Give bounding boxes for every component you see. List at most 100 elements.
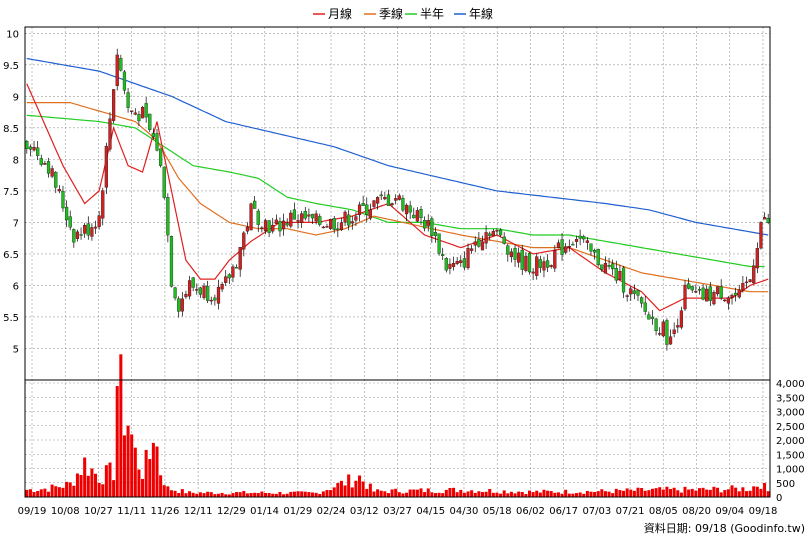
candle-up [705, 288, 709, 302]
volume-bar [578, 492, 582, 497]
grid-lines [25, 27, 770, 497]
price-tick-label: 8 [13, 155, 19, 166]
volume-bar [57, 487, 61, 497]
candle-up [574, 239, 579, 242]
price-tick-label: 6.5 [3, 250, 19, 261]
volume-bar [600, 489, 604, 497]
volume-bar [61, 487, 65, 497]
candle-down [582, 236, 586, 240]
candle-down [571, 244, 575, 246]
volume-bar [665, 486, 669, 497]
volume-bar [151, 442, 155, 497]
candle-down [213, 297, 217, 301]
volume-bar [101, 484, 105, 497]
volume-tick-label: 3,000 [776, 408, 805, 419]
volume-bar [701, 487, 705, 497]
date-tick-label: 08/20 [682, 506, 711, 517]
volume-bar [513, 493, 517, 497]
candle-down [647, 314, 651, 320]
candle-up [245, 226, 250, 232]
volume-bar [622, 490, 626, 497]
volume-bar [574, 493, 579, 497]
date-tick-label: 01/14 [250, 506, 279, 517]
volume-bar [708, 489, 712, 497]
volume-bar [292, 491, 296, 497]
candle-down [119, 58, 123, 71]
candle-up [712, 292, 716, 305]
volume-bar [661, 489, 665, 497]
candle-down [578, 235, 582, 239]
volume-bar [256, 493, 260, 497]
volume-panel-frame [24, 379, 771, 498]
candle-down [506, 245, 510, 255]
volume-bar [46, 491, 51, 497]
volume-bar [144, 449, 148, 497]
candle-down [303, 211, 307, 219]
candle-down [734, 292, 738, 296]
volume-bar [300, 491, 304, 497]
candle-up [202, 285, 206, 298]
date-tick-label: 09/18 [749, 506, 778, 517]
candle-down [408, 205, 412, 213]
volume-bar [198, 492, 202, 497]
volume-bar [690, 488, 694, 497]
volume-bar [86, 475, 90, 497]
volume-bar [669, 489, 673, 497]
candle-up [43, 163, 47, 165]
candle-up [737, 289, 741, 298]
date-tick-label: 06/02 [516, 506, 545, 517]
volume-bar [253, 492, 257, 497]
candle-down [36, 147, 40, 156]
candle-up [629, 288, 633, 295]
date-tick-label: 03/12 [350, 506, 379, 517]
candle-up [730, 294, 734, 298]
price-tick-label: 6 [13, 281, 19, 292]
volume-bar [419, 488, 423, 497]
date-tick-label: 09/19 [18, 506, 47, 517]
candle-down [401, 197, 405, 211]
volume-axis: 4,000 3,500 3,000 2,500 2,000 1,500 1,000 500 0 [776, 379, 805, 504]
price-tick-label: 5 [13, 344, 19, 355]
volume-bar [748, 490, 752, 497]
volume-bar [629, 489, 633, 497]
volume-bar [585, 490, 589, 497]
candle-down [151, 132, 155, 137]
volume-bar [249, 492, 253, 497]
volume-bar [611, 493, 615, 497]
volume-bar [104, 465, 108, 497]
volume-bar [430, 492, 434, 497]
volume-bar [307, 492, 311, 497]
volume-bar [462, 492, 466, 497]
candle-down [636, 290, 640, 296]
candle-down [122, 71, 127, 91]
legend-year-label: 年線 [469, 6, 493, 21]
volume-bar [54, 486, 58, 497]
candle-down [502, 236, 506, 244]
date-tick-label: 10/08 [51, 506, 80, 517]
candle-up [209, 299, 213, 302]
candle-down [379, 194, 383, 197]
date-tick-label: 10/27 [84, 506, 113, 517]
ma-year-line [26, 57, 769, 236]
candle-down [430, 218, 434, 236]
candle-down [361, 203, 365, 206]
ma-quarter-line [26, 102, 769, 293]
x-axis: 09/19 10/08 10/27 11/11 11/26 12/11 12/29 01/14… [18, 506, 778, 517]
candle-up [679, 310, 683, 328]
candle-down [708, 286, 712, 301]
volume-bar [640, 488, 644, 497]
date-tick-label: 03/27 [383, 506, 412, 517]
volume-bar [274, 493, 278, 497]
candle-down [253, 200, 257, 209]
date-tick-label: 04/30 [450, 506, 479, 517]
candle-down [365, 204, 369, 215]
candle-down [144, 103, 148, 118]
candle-down [166, 197, 170, 236]
candle-up [339, 222, 344, 230]
candle-down [292, 209, 297, 220]
candle-up [115, 54, 119, 86]
chart-legend: 月線 季線 半年 年線 [313, 6, 493, 21]
price-tick-label: 9.5 [3, 61, 19, 72]
volume-bar [734, 487, 738, 497]
candle-up [271, 224, 275, 232]
